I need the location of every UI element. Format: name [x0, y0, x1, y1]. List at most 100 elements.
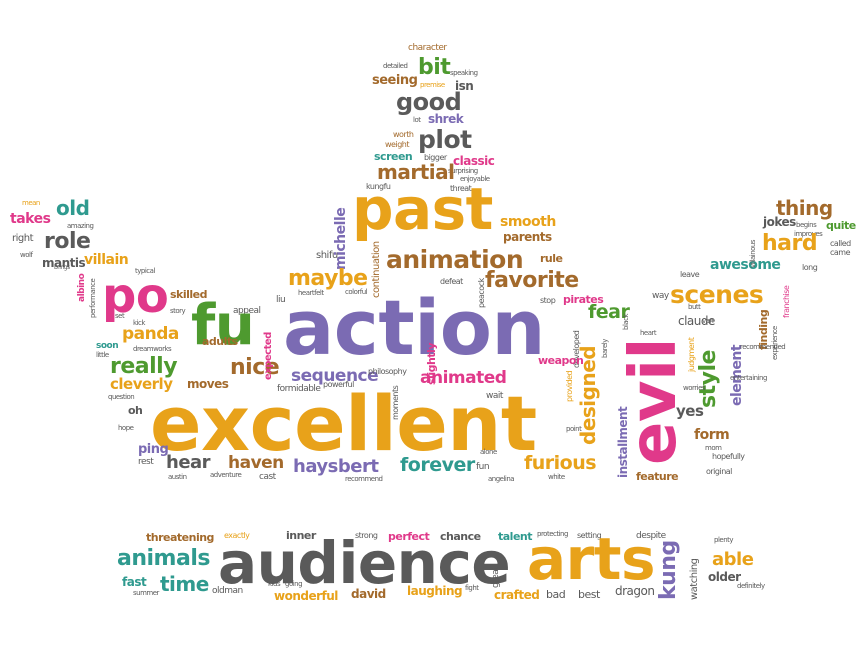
cloud-word: philosophy	[368, 367, 407, 376]
cloud-word: brings	[54, 264, 70, 271]
cloud-word: mantis	[42, 256, 86, 270]
cloud-word: audience	[218, 529, 511, 597]
cloud-word: moves	[187, 377, 229, 391]
cloud-word: performance	[89, 278, 97, 318]
cloud-word: premise	[420, 81, 445, 89]
cloud-word: albino	[77, 273, 87, 302]
cloud-word: original	[706, 467, 732, 476]
cloud-word: hopefully	[712, 452, 745, 461]
cloud-word: rule	[540, 252, 563, 265]
cloud-word: angelina	[488, 475, 515, 483]
cloud-word: skilled	[170, 288, 208, 301]
cloud-word: takes	[10, 211, 51, 227]
cloud-word: moments	[391, 385, 400, 420]
cloud-word: panda	[122, 324, 179, 344]
cloud-word: adventure	[210, 471, 242, 479]
cloud-word: protecting	[537, 530, 568, 538]
cloud-word: wolf	[20, 251, 33, 259]
cloud-word: thing	[776, 196, 833, 220]
cloud-word: alone	[480, 448, 497, 456]
cloud-word: good	[396, 88, 462, 116]
cloud-word: leave	[680, 270, 700, 279]
cloud-word: shrek	[428, 112, 464, 126]
cloud-word: fast	[122, 575, 147, 589]
cloud-word: haven	[228, 453, 284, 473]
cloud-word: claude	[678, 314, 715, 328]
cloud-word: hear	[166, 452, 211, 473]
cloud-word: hard	[762, 231, 818, 256]
cloud-word: pirates	[563, 293, 604, 306]
cloud-word: quite	[826, 219, 856, 232]
cloud-word: haysbert	[293, 456, 379, 477]
cloud-word: maybe	[288, 266, 368, 291]
cloud-word: detailed	[383, 62, 408, 70]
cloud-word: slightly	[425, 343, 438, 385]
cloud-word: typical	[135, 267, 155, 275]
cloud-word: villainous	[749, 239, 757, 268]
cloud-word: character	[408, 43, 447, 53]
cloud-word: perfect	[388, 530, 430, 543]
cloud-word: feature	[636, 470, 679, 483]
cloud-word: kung	[656, 540, 681, 600]
cloud-word: really	[110, 354, 178, 379]
cloud-word: forever	[400, 454, 475, 476]
cloud-word: defeat	[440, 277, 463, 286]
cloud-word: butt	[688, 303, 701, 311]
cloud-word: mom	[705, 444, 722, 452]
cloud-word: scenes	[670, 280, 764, 309]
cloud-word: experience	[771, 326, 779, 360]
cloud-word: kick	[133, 319, 145, 327]
cloud-word: going	[285, 580, 303, 588]
cloud-word: role	[44, 229, 91, 254]
cloud-word: recommended	[740, 343, 786, 351]
cloud-word: great	[491, 566, 501, 588]
cloud-word: little	[96, 351, 109, 359]
cloud-word: style	[696, 350, 721, 408]
cloud-word: setting	[577, 531, 602, 540]
cloud-word: definitely	[737, 582, 765, 590]
cloud-word: awesome	[710, 257, 781, 273]
cloud-word: speaking	[450, 69, 478, 77]
cloud-word: villain	[84, 252, 129, 268]
cloud-word: barely	[601, 339, 609, 358]
cloud-word: van	[702, 317, 714, 325]
cloud-word: talent	[498, 530, 533, 543]
cloud-word: wait	[486, 391, 503, 401]
cloud-word: fun	[476, 462, 490, 472]
cloud-word: threat	[450, 184, 472, 193]
cloud-word: lot	[413, 116, 421, 124]
cloud-word: adults	[202, 335, 238, 348]
cloud-word: weapon	[538, 354, 584, 367]
cloud-word: cast	[259, 472, 276, 482]
cloud-word: black	[622, 313, 630, 330]
cloud-word: fight	[465, 584, 479, 592]
cloud-word: came	[830, 248, 851, 257]
cloud-word: fu	[191, 293, 255, 358]
cloud-word: parents	[503, 230, 552, 244]
cloud-word: powerful	[323, 380, 354, 389]
cloud-word: time	[160, 572, 209, 596]
cloud-word: nice	[230, 355, 280, 380]
cloud-word: dragon	[615, 584, 655, 598]
cloud-word: watching	[689, 558, 700, 600]
cloud-word: summer	[133, 589, 159, 597]
cloud-word: white	[548, 473, 565, 481]
cloud-word: laughing	[407, 584, 463, 598]
cloud-word: animation	[386, 245, 524, 274]
cloud-word: po	[102, 268, 169, 324]
cloud-word: formidable	[277, 384, 321, 394]
cloud-word: worries	[683, 384, 706, 392]
cloud-word: action	[283, 283, 546, 372]
cloud-word: shifu	[316, 250, 338, 261]
cloud-word: arts	[527, 525, 656, 593]
cloud-word: heartfelt	[298, 289, 324, 297]
cloud-word: isn	[455, 79, 474, 93]
cloud-word: story	[170, 307, 186, 315]
cloud-word: entertaining	[730, 374, 767, 382]
cloud-word: cleverly	[110, 375, 173, 393]
cloud-word: expected	[263, 332, 274, 380]
cloud-word: soon	[96, 341, 119, 351]
cloud-word: heart	[640, 329, 657, 337]
cloud-word: older	[708, 570, 741, 584]
